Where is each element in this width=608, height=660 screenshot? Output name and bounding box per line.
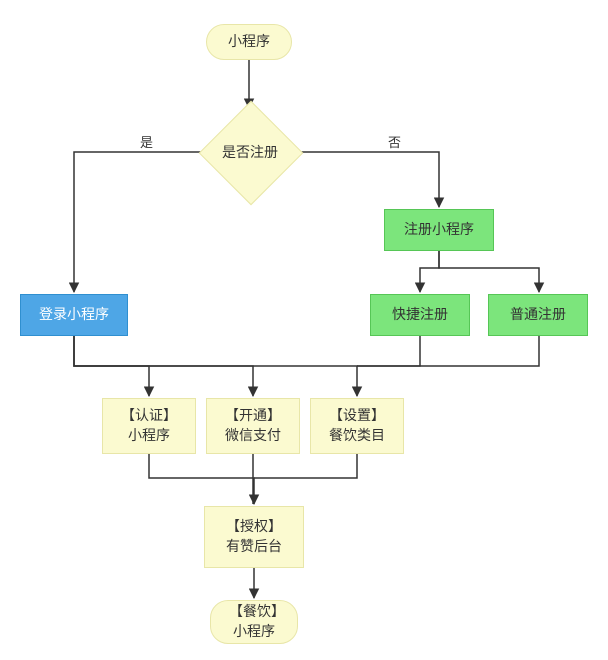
node-end-line2: 小程序: [233, 622, 275, 642]
node-normal-label: 普通注册: [510, 305, 566, 325]
node-register-label: 注册小程序: [404, 220, 474, 240]
node-fast-register: 快捷注册: [370, 294, 470, 336]
node-fast-label: 快捷注册: [392, 305, 448, 325]
node-pay: 【开通】 微信支付: [206, 398, 300, 454]
node-end: 【餐饮】 小程序: [210, 600, 298, 644]
node-end-line1: 【餐饮】: [229, 602, 279, 622]
node-pay-line1: 【开通】: [225, 406, 281, 426]
node-start-label: 小程序: [228, 32, 270, 52]
node-login: 登录小程序: [20, 294, 128, 336]
node-authorize-line1: 【授权】: [226, 517, 282, 537]
node-register: 注册小程序: [384, 209, 494, 251]
node-auth-line1: 【认证】: [121, 406, 177, 426]
edge-label-no: 否: [388, 132, 401, 151]
node-authorize-line2: 有赞后台: [226, 537, 282, 557]
node-start: 小程序: [206, 24, 292, 60]
node-login-label: 登录小程序: [39, 305, 109, 325]
edge-label-yes: 是: [140, 132, 153, 151]
node-pay-line2: 微信支付: [225, 426, 281, 446]
node-decision: 是否注册: [214, 116, 286, 188]
node-category-line2: 餐饮类目: [329, 426, 385, 446]
node-normal-register: 普通注册: [488, 294, 588, 336]
flowchart-canvas: 小程序 是否注册 注册小程序 快捷注册 普通注册 登录小程序 【认证】 小程序 …: [0, 0, 608, 660]
node-auth-line2: 小程序: [128, 426, 170, 446]
node-authorize: 【授权】 有赞后台: [204, 506, 304, 568]
node-category-line1: 【设置】: [329, 406, 385, 426]
node-decision-label: 是否注册: [200, 142, 301, 162]
node-auth: 【认证】 小程序: [102, 398, 196, 454]
node-category: 【设置】 餐饮类目: [310, 398, 404, 454]
